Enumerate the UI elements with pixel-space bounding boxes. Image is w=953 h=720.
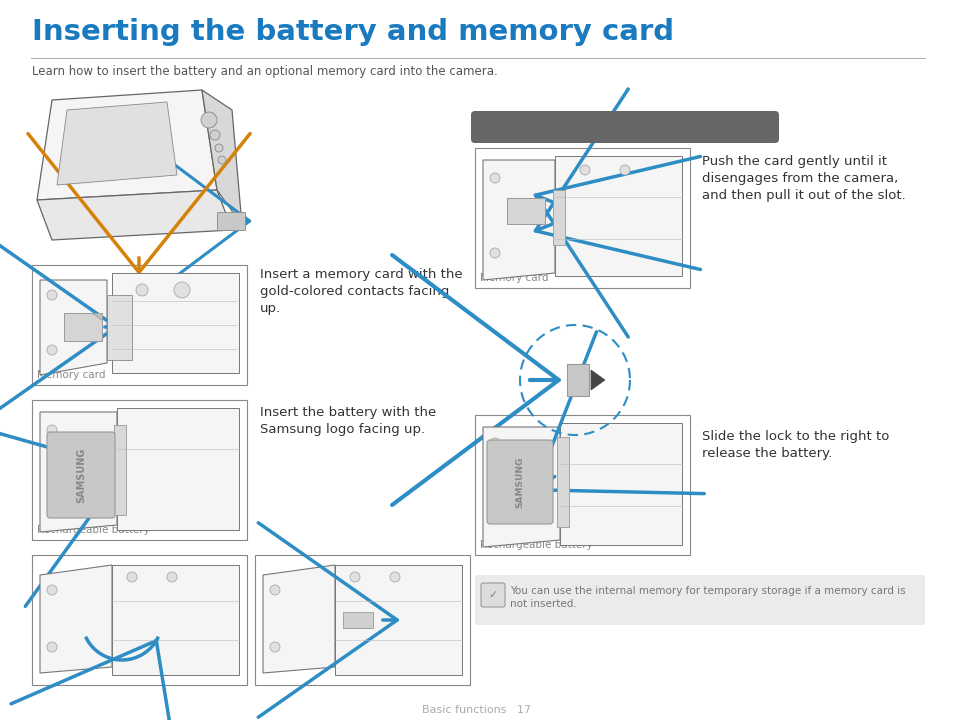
- Polygon shape: [37, 90, 216, 200]
- Circle shape: [619, 165, 629, 175]
- Bar: [559, 423, 681, 545]
- Text: Memory card: Memory card: [479, 273, 548, 283]
- Polygon shape: [482, 160, 555, 280]
- Bar: [216, 212, 245, 230]
- Bar: [553, 190, 564, 245]
- Bar: [107, 295, 132, 360]
- Text: SAMSUNG: SAMSUNG: [76, 447, 86, 503]
- Circle shape: [47, 585, 57, 595]
- Polygon shape: [91, 313, 102, 320]
- Bar: [32, 555, 247, 685]
- Text: Learn how to insert the battery and an optional memory card into the camera.: Learn how to insert the battery and an o…: [32, 65, 497, 78]
- Text: Insert a memory card with the
gold-colored contacts facing
up.: Insert a memory card with the gold-color…: [260, 268, 462, 315]
- Circle shape: [47, 495, 57, 505]
- Circle shape: [47, 345, 57, 355]
- Bar: [112, 273, 239, 373]
- Bar: [557, 437, 568, 527]
- Polygon shape: [57, 102, 177, 185]
- FancyBboxPatch shape: [486, 440, 553, 524]
- Circle shape: [579, 165, 589, 175]
- Circle shape: [167, 572, 177, 582]
- Circle shape: [218, 156, 226, 164]
- Bar: [32, 265, 247, 385]
- Text: Removing the battery and memory card: Removing the battery and memory card: [481, 122, 720, 135]
- Polygon shape: [40, 280, 107, 375]
- Bar: [475, 415, 689, 555]
- FancyBboxPatch shape: [480, 583, 504, 607]
- Text: ✓: ✓: [488, 590, 497, 600]
- Text: Battery lock: Battery lock: [551, 442, 614, 452]
- Bar: [335, 565, 461, 675]
- Circle shape: [490, 512, 499, 522]
- Bar: [117, 408, 239, 530]
- Bar: [475, 575, 924, 625]
- Bar: [555, 156, 681, 276]
- Circle shape: [47, 425, 57, 435]
- Polygon shape: [202, 90, 242, 225]
- Text: Slide the lock to the right to
release the battery.: Slide the lock to the right to release t…: [701, 430, 888, 460]
- Text: Push the card gently until it
disengages from the camera,
and then pull it out o: Push the card gently until it disengages…: [701, 155, 904, 202]
- Bar: [64, 313, 102, 341]
- FancyBboxPatch shape: [47, 432, 115, 518]
- Bar: [113, 425, 126, 515]
- Bar: [32, 400, 247, 540]
- Circle shape: [136, 284, 148, 296]
- Bar: [475, 148, 689, 288]
- Text: Inserting the battery and memory card: Inserting the battery and memory card: [32, 18, 674, 46]
- Polygon shape: [37, 190, 232, 240]
- Bar: [254, 555, 470, 685]
- Circle shape: [47, 290, 57, 300]
- Circle shape: [201, 112, 216, 128]
- Text: You can use the internal memory for temporary storage if a memory card is
not in: You can use the internal memory for temp…: [510, 586, 904, 609]
- Bar: [506, 198, 544, 224]
- Bar: [112, 565, 239, 675]
- Text: Memory card: Memory card: [37, 370, 106, 380]
- Circle shape: [490, 248, 499, 258]
- Circle shape: [270, 585, 280, 595]
- Text: Basic functions   17: Basic functions 17: [422, 705, 531, 715]
- Text: Insert the battery with the
Samsung logo facing up.: Insert the battery with the Samsung logo…: [260, 406, 436, 436]
- Text: Rechargeable battery: Rechargeable battery: [37, 525, 150, 535]
- Circle shape: [127, 572, 137, 582]
- Circle shape: [270, 642, 280, 652]
- Text: SAMSUNG: SAMSUNG: [515, 456, 524, 508]
- Polygon shape: [590, 370, 604, 390]
- Text: Rechargeable battery: Rechargeable battery: [479, 540, 592, 550]
- Circle shape: [173, 282, 190, 298]
- Bar: [343, 612, 373, 628]
- Circle shape: [390, 572, 399, 582]
- FancyBboxPatch shape: [471, 111, 779, 143]
- Circle shape: [490, 173, 499, 183]
- Circle shape: [210, 130, 220, 140]
- Circle shape: [350, 572, 359, 582]
- Circle shape: [214, 144, 223, 152]
- Circle shape: [47, 642, 57, 652]
- Bar: [566, 364, 588, 396]
- Polygon shape: [263, 565, 335, 673]
- Circle shape: [490, 438, 499, 448]
- Polygon shape: [482, 427, 559, 547]
- Polygon shape: [40, 565, 112, 673]
- Polygon shape: [40, 412, 117, 532]
